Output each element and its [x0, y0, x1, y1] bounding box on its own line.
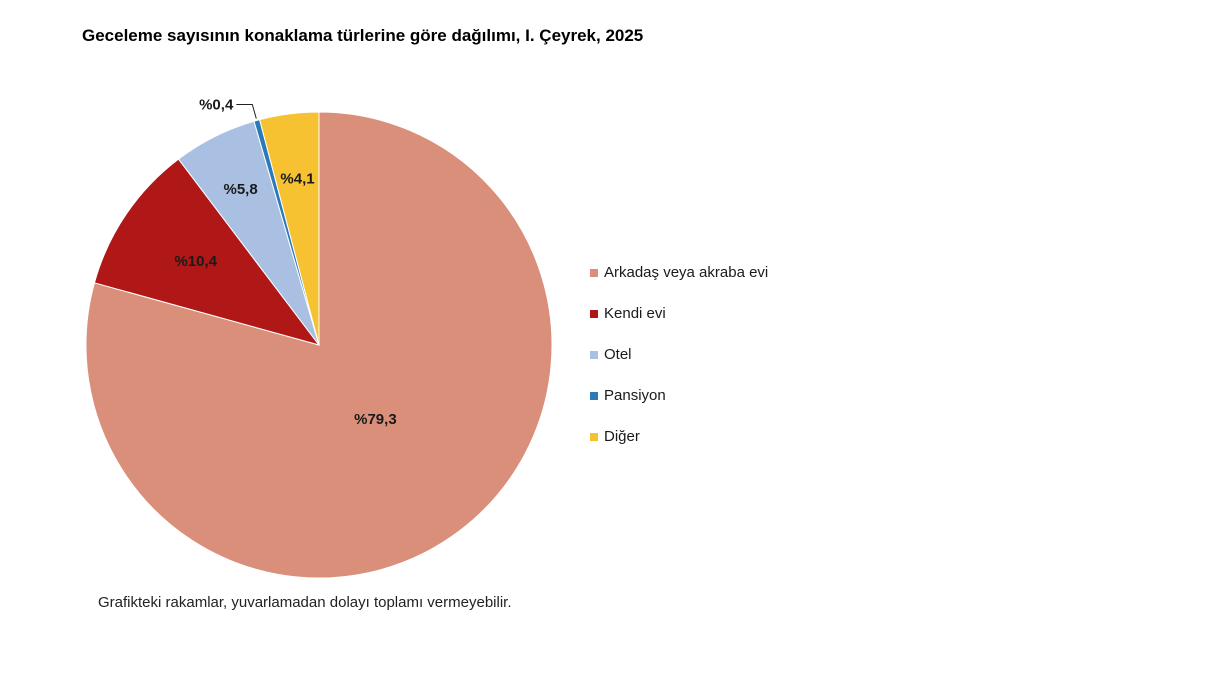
- chart-legend: Arkadaş veya akraba evi Kendi evi Otel Pans…: [590, 252, 768, 457]
- chart-footnote: Grafikteki rakamlar, yuvarlamadan dolayı…: [98, 594, 512, 611]
- legend-swatch-otel: [590, 350, 598, 359]
- legend-swatch-kendi-evi: [590, 309, 598, 318]
- slice-label-arkadas-akraba: %79,3: [354, 411, 397, 428]
- slice-label-otel: %5,8: [223, 181, 257, 198]
- legend-item-pansiyon: Pansiyon: [590, 375, 768, 416]
- legend-swatch-diger: [590, 432, 598, 441]
- chart-title: Geceleme sayısının konaklama türlerine g…: [82, 26, 644, 45]
- slice-label-kendi-evi: %10,4: [174, 253, 217, 270]
- pie-slice-diger: [259, 111, 320, 346]
- legend-item-kendi-evi: Kendi evi: [590, 293, 768, 334]
- legend-swatch-arkadas-akraba: [590, 268, 598, 277]
- legend-item-arkadas-akraba: Arkadaş veya akraba evi: [590, 252, 768, 293]
- legend-swatch-pansiyon: [590, 391, 598, 400]
- leader-line-pansiyon: [236, 104, 257, 119]
- legend-label-otel: Otel: [604, 346, 632, 363]
- legend-label-pansiyon: Pansiyon: [604, 387, 666, 404]
- legend-label-kendi-evi: Kendi evi: [604, 305, 666, 322]
- legend-item-otel: Otel: [590, 334, 768, 375]
- legend-label-diger: Diğer: [604, 428, 640, 445]
- slice-label-diger: %4,1: [280, 171, 314, 188]
- slice-label-pansiyon: %0,4: [199, 97, 234, 114]
- legend-label-arkadas-akraba: Arkadaş veya akraba evi: [604, 264, 769, 281]
- pie-slice-kendi-evi: [93, 158, 321, 346]
- legend-item-diger: Diğer: [590, 416, 768, 457]
